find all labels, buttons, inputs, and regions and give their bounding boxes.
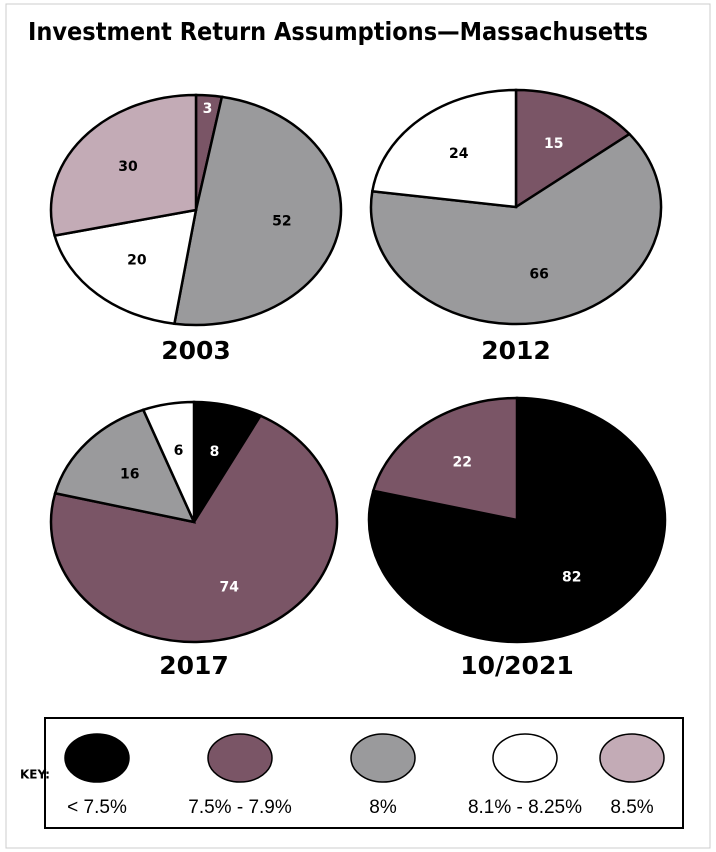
pie-slice — [49, 414, 339, 644]
slice-label: 8 — [210, 444, 220, 460]
key-box — [44, 717, 684, 829]
slice-label: 74 — [219, 580, 239, 596]
slice-label: 82 — [562, 570, 581, 586]
slice-label: 66 — [529, 267, 548, 283]
key-swatch — [350, 733, 416, 783]
key-swatch — [207, 733, 273, 783]
slice-label: 22 — [452, 454, 471, 470]
pie-title: 2017 — [159, 651, 229, 680]
key-label: 8% — [369, 797, 397, 818]
key-swatch — [599, 733, 665, 783]
slice-label: 52 — [272, 213, 291, 229]
pie-title: 2003 — [161, 336, 231, 365]
key-label: < 7.5% — [67, 797, 127, 818]
key-label: 8.1% - 8.25% — [468, 797, 582, 818]
key-label: 8.5% — [610, 797, 653, 818]
pie-slice — [370, 88, 518, 209]
key-swatch — [64, 733, 130, 783]
pie-slice — [49, 93, 198, 238]
slice-label: 20 — [127, 253, 147, 269]
slice-label: 15 — [544, 136, 563, 152]
frame — [5, 3, 711, 849]
pie-slice — [371, 396, 519, 522]
slice-label: 3 — [203, 101, 213, 117]
key-title: KEY: — [20, 768, 50, 782]
pie-slice — [53, 408, 197, 524]
slice-label: 24 — [449, 146, 469, 162]
pie-slice — [369, 132, 663, 326]
key-label: 7.5% - 7.9% — [188, 797, 292, 818]
pie-slice — [514, 88, 632, 210]
pie-slice — [172, 95, 343, 327]
slice-label: 16 — [120, 466, 139, 482]
key-swatch — [492, 733, 558, 783]
pie-slice — [53, 208, 198, 326]
slice-label: 30 — [118, 159, 138, 175]
slice-label: 6 — [174, 443, 184, 459]
pie-title: 10/2021 — [460, 651, 574, 680]
chart-title: Investment Return Assumptions—Massachuse… — [28, 17, 648, 46]
pie-slice — [141, 400, 196, 523]
pie-title: 2012 — [481, 336, 551, 365]
